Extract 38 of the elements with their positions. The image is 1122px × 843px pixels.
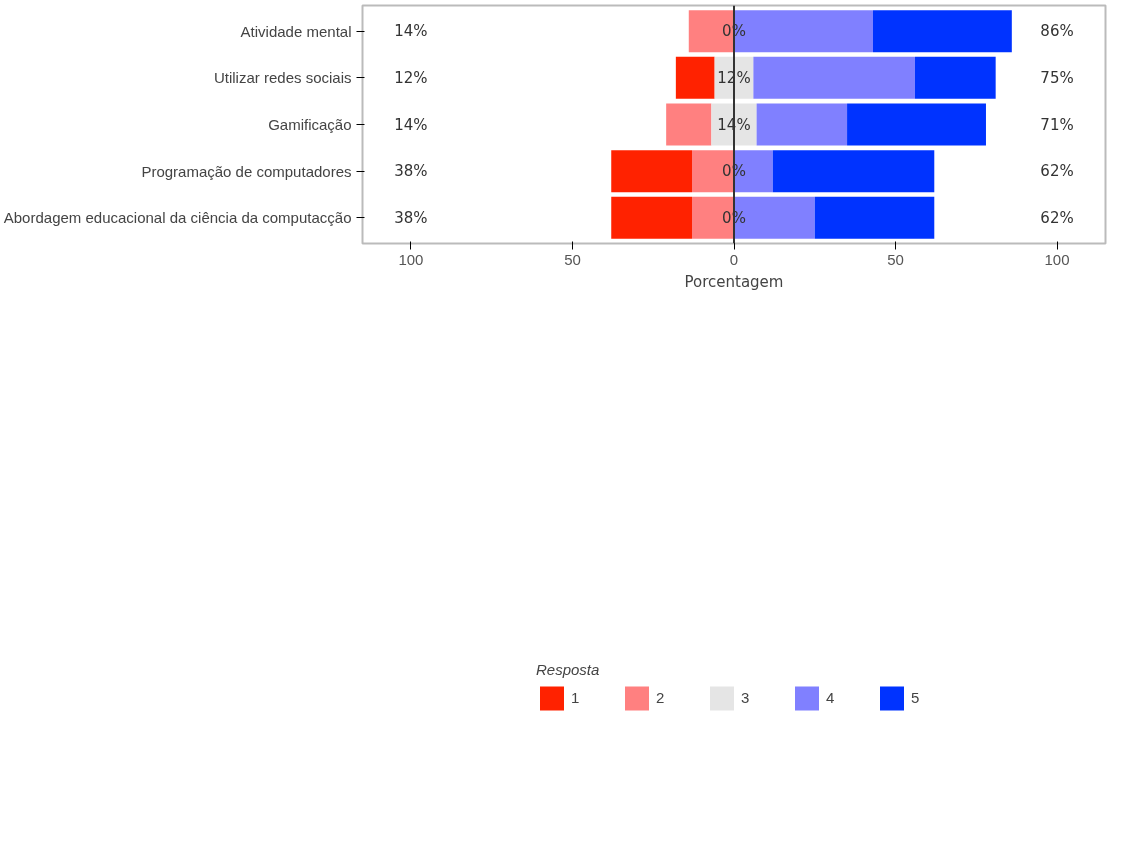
annotation: 86% [1040, 22, 1074, 41]
x-tick-label: 50 [564, 250, 581, 268]
bar [872, 10, 1012, 53]
bar [756, 103, 848, 146]
bar [914, 56, 996, 99]
annotation: 71% [1040, 115, 1074, 134]
annotation: 14% [394, 115, 428, 134]
bar [611, 150, 692, 193]
legend-label: 1 [571, 689, 581, 706]
bar [772, 150, 935, 193]
x-tick-label: 50 [887, 250, 904, 268]
annotation: 75% [1040, 68, 1074, 87]
x-tick-label: 0 [729, 250, 739, 268]
y-tick-label: Atividade mental [240, 22, 352, 40]
legend-label: 4 [826, 689, 836, 706]
annotation: 62% [1040, 208, 1074, 227]
annotation: 62% [1040, 162, 1074, 181]
y-tick-label: Programação de computadores [141, 162, 352, 180]
annotation: 12% [394, 68, 428, 87]
legend-title: Resposta [536, 660, 601, 678]
bar [753, 56, 915, 99]
legend-label: 3 [741, 689, 751, 706]
bar [611, 196, 692, 239]
annotation: 14% [394, 22, 428, 41]
bar [675, 56, 715, 99]
bar [847, 103, 986, 146]
annotation: 38% [394, 162, 428, 181]
legend-label: 2 [656, 689, 666, 706]
bar [814, 196, 935, 239]
x-tick-label: 100 [398, 250, 424, 268]
x-axis-title: Porcentagem [684, 272, 784, 291]
bar [666, 103, 712, 146]
y-tick-label: Utilizar redes sociais [213, 69, 352, 87]
y-tick-label: Abordagem educacional da ciência da computacção [3, 209, 352, 227]
annotation: 38% [394, 208, 428, 227]
y-tick-label: Gamificação [268, 116, 352, 133]
legend-label: 5 [911, 689, 921, 706]
x-tick-label: 100 [1044, 250, 1070, 268]
